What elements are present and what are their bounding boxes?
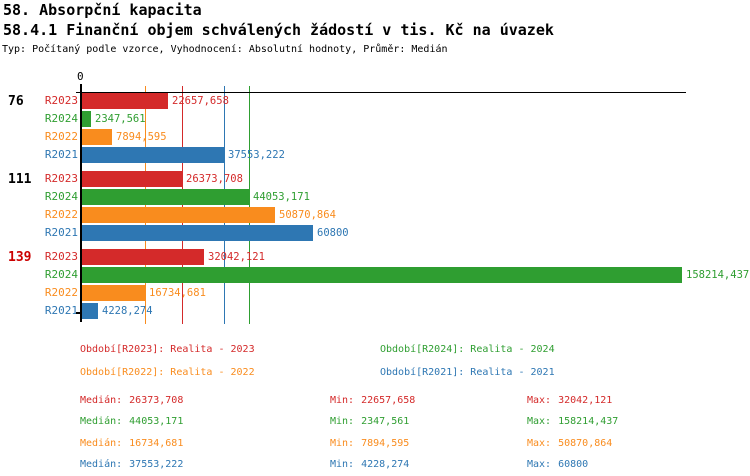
- stat-max-R2021: Max: 60800: [527, 459, 588, 470]
- bar-row-label-R2024: R2024: [44, 112, 78, 125]
- bar-value-label: 44053,171: [253, 191, 310, 203]
- stat-max-value: 60800: [558, 459, 589, 470]
- report-subtitle: 58.4.1 Finanční objem schválených žádost…: [3, 21, 554, 39]
- bar-value-label: 50870,864: [279, 209, 336, 221]
- bar-value-label: 26373,708: [186, 173, 243, 185]
- bar-R2024: [82, 267, 682, 283]
- bar-row-label-R2022: R2022: [44, 130, 78, 143]
- legend-item-R2021: Období[R2021]: Realita - 2021: [380, 367, 555, 378]
- group-label: 111: [8, 172, 32, 187]
- median-line-R2022: [145, 86, 146, 324]
- stat-median-value: 44053,171: [129, 416, 184, 427]
- legend-item-R2024: Období[R2024]: Realita - 2024: [380, 344, 555, 355]
- stat-min-R2023: Min: 22657,658: [330, 395, 415, 406]
- legend-item-R2022: Období[R2022]: Realita - 2022: [80, 367, 255, 378]
- stat-max-value: 158214,437: [558, 416, 619, 427]
- stat-median-value: 16734,681: [129, 438, 184, 449]
- stat-max-value: 32042,121: [558, 395, 613, 406]
- median-line-R2023: [182, 86, 183, 324]
- bar-row-label-R2021: R2021: [44, 304, 78, 317]
- bar-row-label-R2023: R2023: [44, 172, 78, 185]
- stat-max-R2023: Max: 32042,121: [527, 395, 612, 406]
- x-axis-line: [76, 92, 686, 93]
- stat-median-value: 26373,708: [129, 395, 184, 406]
- stat-min-value: 4228,274: [361, 459, 410, 470]
- bar-R2023: [82, 171, 182, 187]
- chart-legend: Období[R2023]: Realita - 2023 Období[R202…: [80, 344, 720, 390]
- stat-max-R2024: Max: 158214,437: [527, 416, 618, 427]
- bar-row-label-R2021: R2021: [44, 148, 78, 161]
- stat-max-label: Max:: [527, 416, 552, 427]
- stat-max-label: Max:: [527, 459, 552, 470]
- bar-value-label: 158214,437: [686, 269, 750, 281]
- stat-max-label: Max:: [527, 395, 552, 406]
- stat-median-R2023: Medián: 26373,708: [80, 395, 183, 406]
- stat-min-label: Min:: [330, 395, 355, 406]
- stat-median-R2022: Medián: 16734,681: [80, 438, 183, 449]
- bar-row-label-R2024: R2024: [44, 190, 78, 203]
- bar-value-label: 7894,595: [116, 131, 167, 143]
- stat-median-R2024: Medián: 44053,171: [80, 416, 183, 427]
- stat-min-R2024: Min: 2347,561: [330, 416, 409, 427]
- median-line-R2024: [249, 86, 250, 324]
- bar-R2022: [82, 207, 275, 223]
- bar-value-label: 16734,681: [149, 287, 206, 299]
- bar-R2023: [82, 249, 204, 265]
- stat-max-label: Max:: [527, 438, 552, 449]
- bar-row-label-R2022: R2022: [44, 208, 78, 221]
- bar-R2021: [82, 225, 313, 241]
- bar-R2021: [82, 147, 224, 163]
- stat-min-value: 22657,658: [361, 395, 416, 406]
- bar-row-label-R2023: R2023: [44, 250, 78, 263]
- y-axis-line: [80, 84, 82, 322]
- bar-value-label: 22657,658: [172, 95, 229, 107]
- report-title: 58. Absorpční kapacita: [3, 1, 202, 19]
- bar-R2022: [82, 129, 112, 145]
- stat-min-value: 2347,561: [361, 416, 410, 427]
- bar-value-label: 32042,121: [208, 251, 265, 263]
- report-meta-line: Typ: Počítaný podle vzorce, Vyhodnocení:…: [2, 44, 448, 55]
- stat-min-label: Min:: [330, 416, 355, 427]
- bar-R2024: [82, 189, 249, 205]
- stat-median-label: Medián:: [80, 459, 123, 470]
- stat-max-value: 50870,864: [558, 438, 613, 449]
- bar-value-label: 2347,561: [95, 113, 146, 125]
- bar-row-label-R2021: R2021: [44, 226, 78, 239]
- y-axis-bottom-tick: [76, 312, 80, 314]
- bar-R2021: [82, 303, 98, 319]
- median-line-R2021: [224, 86, 225, 324]
- stat-median-value: 37553,222: [129, 459, 184, 470]
- bar-value-label: 37553,222: [228, 149, 285, 161]
- stat-min-value: 7894,595: [361, 438, 410, 449]
- group-label: 139: [8, 250, 32, 265]
- group-label: 76: [8, 94, 24, 109]
- stat-median-label: Medián:: [80, 395, 123, 406]
- axis-zero-label: 0: [77, 70, 84, 83]
- bar-R2024: [82, 111, 91, 127]
- legend-item-R2023: Období[R2023]: Realita - 2023: [80, 344, 255, 355]
- stat-min-R2021: Min: 4228,274: [330, 459, 409, 470]
- stat-min-R2022: Min: 7894,595: [330, 438, 409, 449]
- bar-row-label-R2022: R2022: [44, 286, 78, 299]
- chart-stats: Medián: 26373,708 Min: 22657,658 Max: 32042,1…: [80, 395, 740, 471]
- stat-min-label: Min:: [330, 438, 355, 449]
- bar-R2023: [82, 93, 168, 109]
- stat-median-label: Medián:: [80, 438, 123, 449]
- stat-max-R2022: Max: 50870,864: [527, 438, 612, 449]
- bar-value-label: 4228,274: [102, 305, 153, 317]
- bar-value-label: 60800: [317, 227, 349, 239]
- stat-median-label: Medián:: [80, 416, 123, 427]
- stat-min-label: Min:: [330, 459, 355, 470]
- bar-R2022: [82, 285, 145, 301]
- stat-median-R2021: Medián: 37553,222: [80, 459, 183, 470]
- bar-row-label-R2023: R2023: [44, 94, 78, 107]
- bar-row-label-R2024: R2024: [44, 268, 78, 281]
